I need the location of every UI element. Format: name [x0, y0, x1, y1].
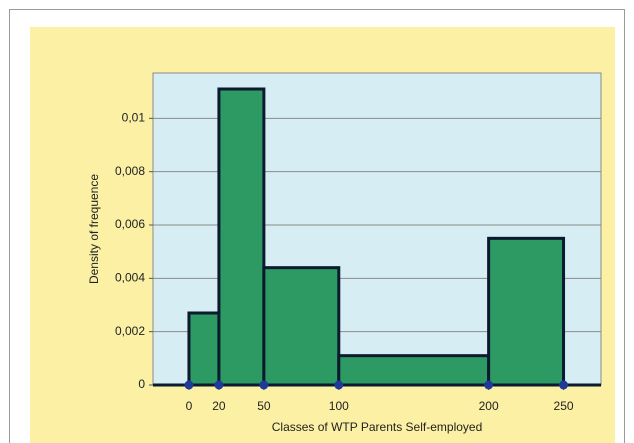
x-axis-label: Classes of WTP Parents Self-employed	[272, 420, 483, 434]
bin-edge-marker	[214, 380, 224, 390]
bin-edge-marker	[334, 380, 344, 390]
bin-edge-marker	[259, 380, 269, 390]
bar	[337, 354, 491, 387]
bin-edge-marker	[184, 380, 194, 390]
bar	[217, 87, 266, 387]
y-tick-label: 0,01	[122, 111, 146, 125]
bar	[187, 311, 221, 387]
bar	[487, 236, 566, 387]
bin-edge-marker	[484, 380, 494, 390]
x-tick-label: 0	[186, 399, 193, 413]
y-tick-label: 0,008	[115, 164, 145, 178]
x-tick-label: 20	[212, 399, 226, 413]
y-tick-label: 0,004	[115, 271, 145, 285]
y-tick-label: 0,006	[115, 217, 145, 231]
y-tick-label: 0,002	[115, 324, 145, 338]
x-tick-label: 100	[329, 399, 349, 413]
x-tick-label: 200	[479, 399, 499, 413]
y-axis-label: Density of frequence	[87, 174, 101, 284]
y-tick-label: 0	[138, 377, 145, 391]
x-tick-label: 250	[554, 399, 574, 413]
x-tick-label: 50	[257, 399, 271, 413]
bin-edge-marker	[559, 380, 569, 390]
bar	[262, 266, 341, 387]
